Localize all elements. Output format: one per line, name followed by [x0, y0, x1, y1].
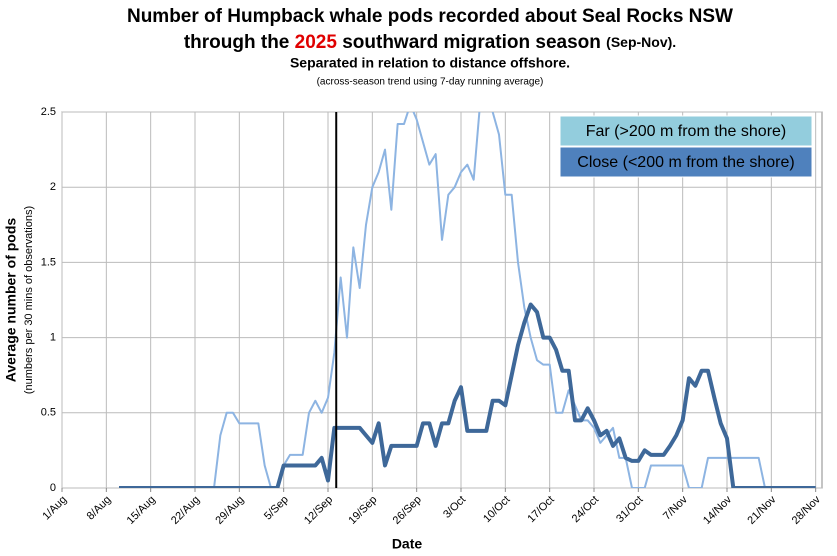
y-tick-label: 2 [50, 181, 56, 193]
x-tick-label: 22/Aug [169, 494, 202, 527]
x-tick-label: 3/Oct [441, 494, 468, 521]
legend-box [559, 115, 813, 147]
x-tick-label: 5/Sep [262, 494, 291, 523]
x-tick-label: 15/Aug [125, 494, 158, 527]
x-tick-label: 24/Oct [570, 494, 601, 525]
y-tick-label: 0.5 [41, 407, 56, 419]
legend-label: Far (>200 m from the shore) [586, 123, 787, 140]
y-tick-label: 1 [50, 332, 56, 344]
y-tick-label: 2.5 [41, 106, 56, 118]
chart-title: Number of Humpback whale pods recorded a… [127, 6, 733, 27]
series-line [119, 112, 816, 488]
x-tick-label: 31/Oct [614, 494, 645, 525]
y-axis-label: Average number of pods [3, 218, 19, 383]
y-axis-label-2: (numbers per 30 mins of observations) [23, 206, 35, 394]
x-tick-label: 14/Nov [701, 493, 734, 526]
x-tick-label: 8/Aug [85, 494, 114, 523]
x-tick-label: 29/Aug [213, 494, 246, 527]
legend-box [559, 146, 813, 178]
subtitle: Separated in relation to distance offsho… [290, 55, 570, 71]
chart-title-2: through the 2025 southward migration sea… [184, 32, 676, 53]
x-tick-label: 12/Sep [302, 494, 335, 527]
x-axis-label: Date [392, 536, 423, 552]
note: (across-season trend using 7-day running… [317, 77, 544, 88]
title-part: southward migration season [337, 32, 606, 53]
title-year: 2025 [295, 32, 338, 53]
legend-label: Close (<200 m from the shore) [577, 154, 794, 171]
x-tick-label: 10/Oct [481, 494, 512, 525]
y-tick-label: 1.5 [41, 256, 56, 268]
y-tick-label: 0 [50, 482, 56, 494]
x-tick-label: 21/Nov [745, 493, 778, 526]
x-tick-label: 1/Aug [40, 494, 69, 523]
title-part: (Sep-Nov). [606, 34, 676, 50]
x-tick-label: 7/Nov [661, 493, 690, 522]
title-part: through the [184, 32, 295, 53]
x-tick-label: 26/Sep [391, 494, 424, 527]
series-line [119, 302, 816, 488]
x-tick-label: 17/Oct [525, 494, 556, 525]
x-tick-label: 19/Sep [346, 494, 379, 527]
x-tick-label: 28/Nov [790, 493, 823, 526]
lines [119, 112, 816, 488]
